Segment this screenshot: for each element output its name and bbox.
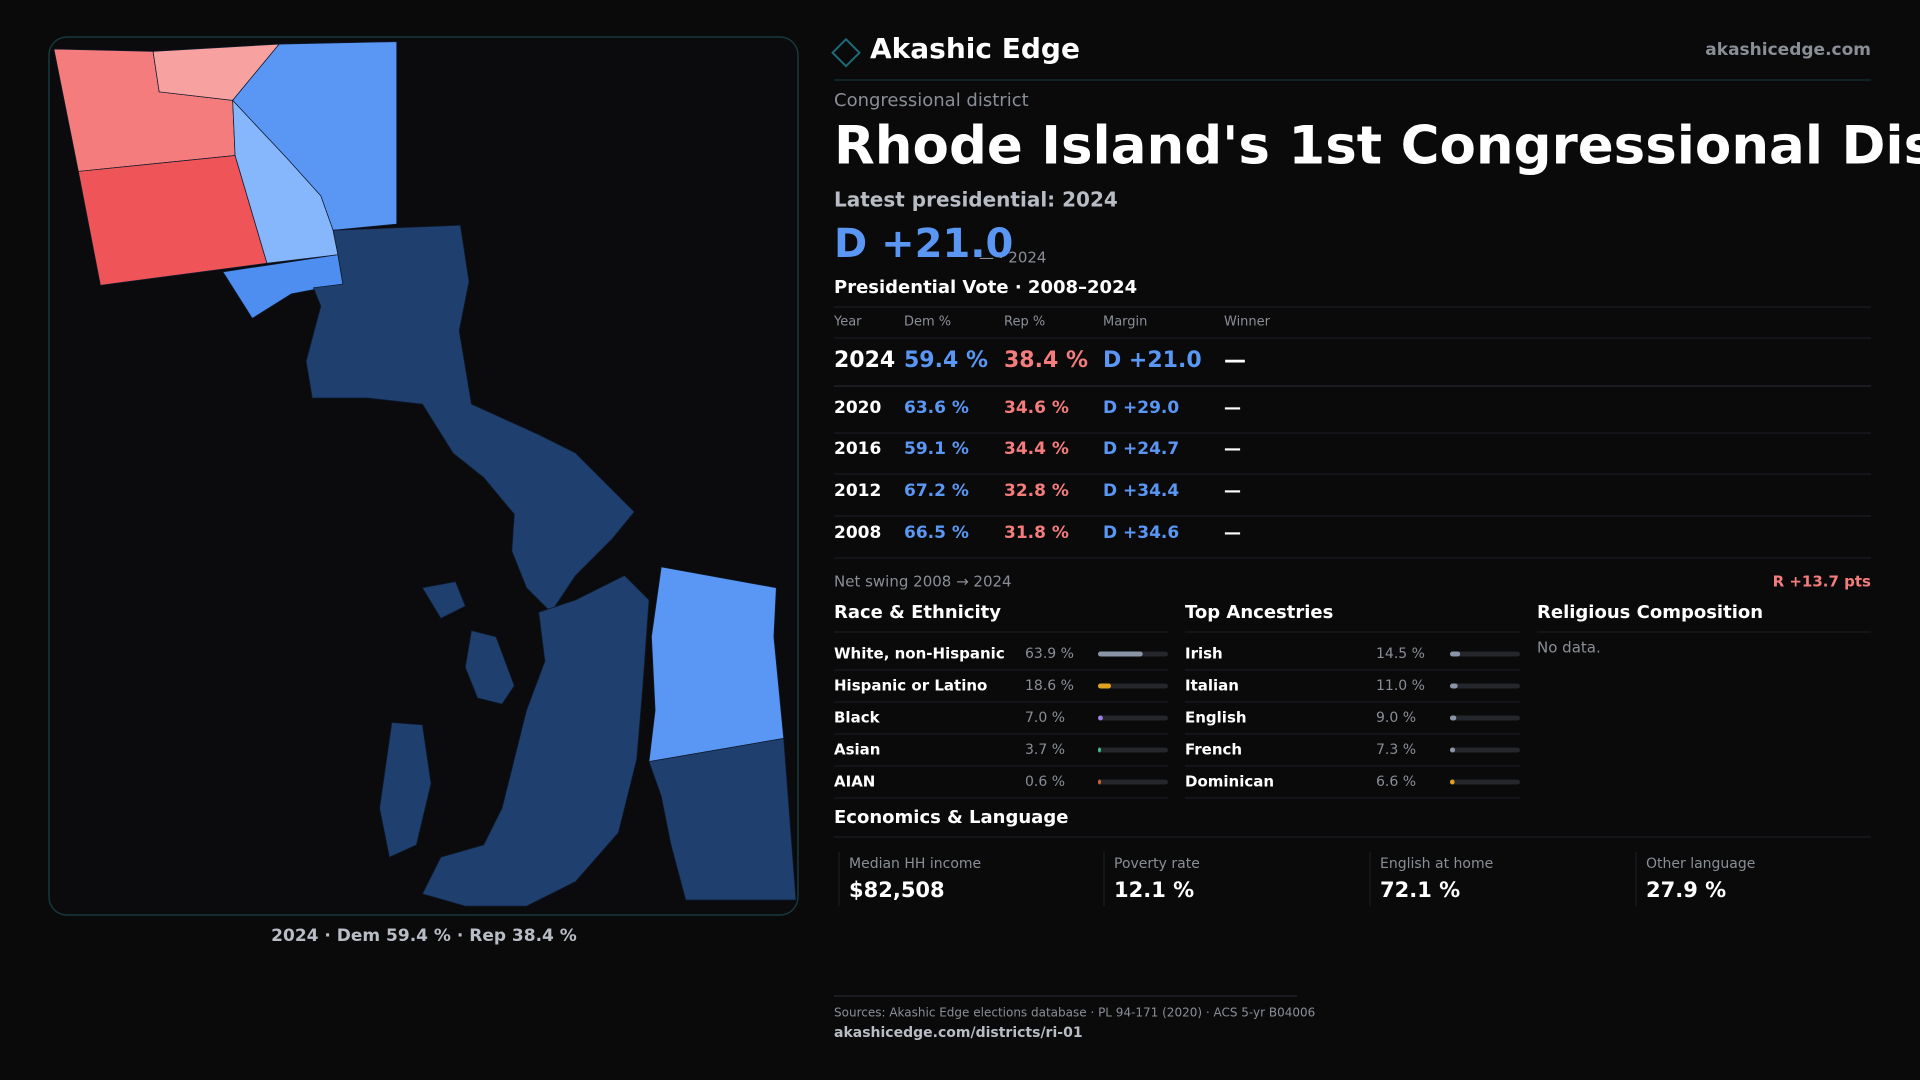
map-caption: 2024 · Dem 59.4 % · Rep 38.4 % (271, 926, 577, 946)
stat-label: Other language (1646, 856, 1755, 872)
kicker: Congressional district (834, 90, 1029, 111)
column-header: Year (833, 315, 862, 330)
bar-track (1450, 715, 1520, 721)
row-label: Hispanic or Latino (834, 677, 987, 695)
logo (831, 37, 861, 68)
bar-track (1450, 651, 1520, 657)
bar (1450, 715, 1457, 721)
table-title: Presidential Vote · 2008–2024 (834, 277, 1137, 298)
table-cell: 34.6 % (1004, 398, 1069, 418)
district-map (53, 41, 797, 907)
table-cell: D +24.7 (1103, 439, 1179, 459)
site: akashicedge.com (1705, 40, 1871, 60)
bar-track (1450, 747, 1520, 753)
url: akashicedge.com/districts/ri-01 (834, 1025, 1083, 1041)
stat-label: Median HH income (849, 856, 981, 872)
row-label: AIAN (834, 773, 875, 791)
bar (1098, 747, 1101, 753)
column-header: Dem % (904, 315, 951, 330)
bar (1098, 683, 1112, 689)
table-cell: 59.4 % (904, 348, 988, 373)
table-cell: 34.4 % (1004, 439, 1069, 459)
stat-label: Poverty rate (1114, 856, 1200, 872)
row-value: 7.3 % (1376, 742, 1416, 758)
bar (1098, 779, 1101, 785)
row-label: French (1185, 741, 1242, 759)
bar (1450, 779, 1455, 785)
row-label: White, non-Hispanic (834, 645, 1005, 663)
brand: Akashic Edge (870, 32, 1080, 65)
swing-value: R +13.7 pts (1773, 573, 1871, 591)
stat-value: $82,508 (849, 878, 945, 902)
row-value: 18.6 % (1025, 678, 1074, 694)
table-cell: — (1224, 481, 1241, 501)
table-cell: — (1224, 439, 1241, 459)
bar-track (1450, 779, 1520, 785)
table-cell: 2008 (834, 523, 881, 543)
row-value: 6.6 % (1376, 774, 1416, 790)
row-value: 7.0 % (1025, 710, 1065, 726)
table-cell: D +29.0 (1103, 398, 1179, 418)
table-cell: 2020 (834, 398, 881, 418)
latest: Latest presidential: 2024 (834, 188, 1118, 212)
table-cell: 38.4 % (1004, 348, 1088, 373)
table-cell: 67.2 % (904, 481, 969, 501)
margin-note: — · 2024 (979, 249, 1046, 267)
table-cell: 63.6 % (904, 398, 969, 418)
table-cell: D +34.4 (1103, 481, 1179, 501)
section-title: Race & Ethnicity (834, 602, 1001, 623)
row-value: 3.7 % (1025, 742, 1065, 758)
bar (1450, 747, 1456, 753)
bar-track (1450, 683, 1520, 689)
row-label: Asian (834, 741, 880, 759)
bar (1450, 651, 1461, 657)
table-cell: 66.5 % (904, 523, 969, 543)
table-cell: D +34.6 (1103, 523, 1179, 543)
bar (1098, 715, 1103, 721)
row-label: Irish (1185, 645, 1223, 663)
bar-track (1098, 747, 1168, 753)
table-cell: — (1224, 398, 1241, 418)
column-header: Margin (1103, 315, 1147, 330)
stat-value: 72.1 % (1380, 878, 1460, 902)
row-label: English (1185, 709, 1247, 727)
table-cell: 59.1 % (904, 439, 969, 459)
row-value: 9.0 % (1376, 710, 1416, 726)
row-label: Italian (1185, 677, 1239, 695)
stat-label: English at home (1380, 856, 1493, 872)
margin-value: D +21.0 (834, 221, 1013, 267)
column-header: Winner (1224, 315, 1271, 330)
table-cell: 2016 (834, 439, 881, 459)
table-cell: D +21.0 (1103, 348, 1202, 373)
section-title: Religious Composition (1537, 602, 1763, 623)
section-title: Economics & Language (834, 807, 1068, 828)
row-value: 63.9 % (1025, 646, 1074, 662)
row-value: 0.6 % (1025, 774, 1065, 790)
section-title: Top Ancestries (1185, 602, 1333, 623)
stat-value: 27.9 % (1646, 878, 1726, 902)
bar-track (1098, 683, 1168, 689)
stat-value: 12.1 % (1114, 878, 1194, 902)
title: Rhode Island's 1st Congressional Distric… (834, 116, 1920, 177)
sources: Sources: Akashic Edge elections database… (834, 1006, 1315, 1020)
row-label: Dominican (1185, 773, 1274, 791)
no-data: No data. (1537, 639, 1601, 657)
bar (1098, 651, 1143, 657)
row-label: Black (834, 709, 881, 727)
bar (1450, 683, 1458, 689)
table-cell: 2024 (834, 348, 895, 373)
bar-track (1098, 715, 1168, 721)
column-header: Rep % (1004, 315, 1045, 330)
row-value: 14.5 % (1376, 646, 1425, 662)
row-value: 11.0 % (1376, 678, 1425, 694)
table-cell: — (1224, 348, 1246, 373)
table-cell: 32.8 % (1004, 481, 1069, 501)
table-cell: — (1224, 523, 1241, 543)
swing-label: Net swing 2008 → 2024 (834, 573, 1012, 591)
table-cell: 31.8 % (1004, 523, 1069, 543)
table-cell: 2012 (834, 481, 881, 501)
bar-track (1098, 779, 1168, 785)
